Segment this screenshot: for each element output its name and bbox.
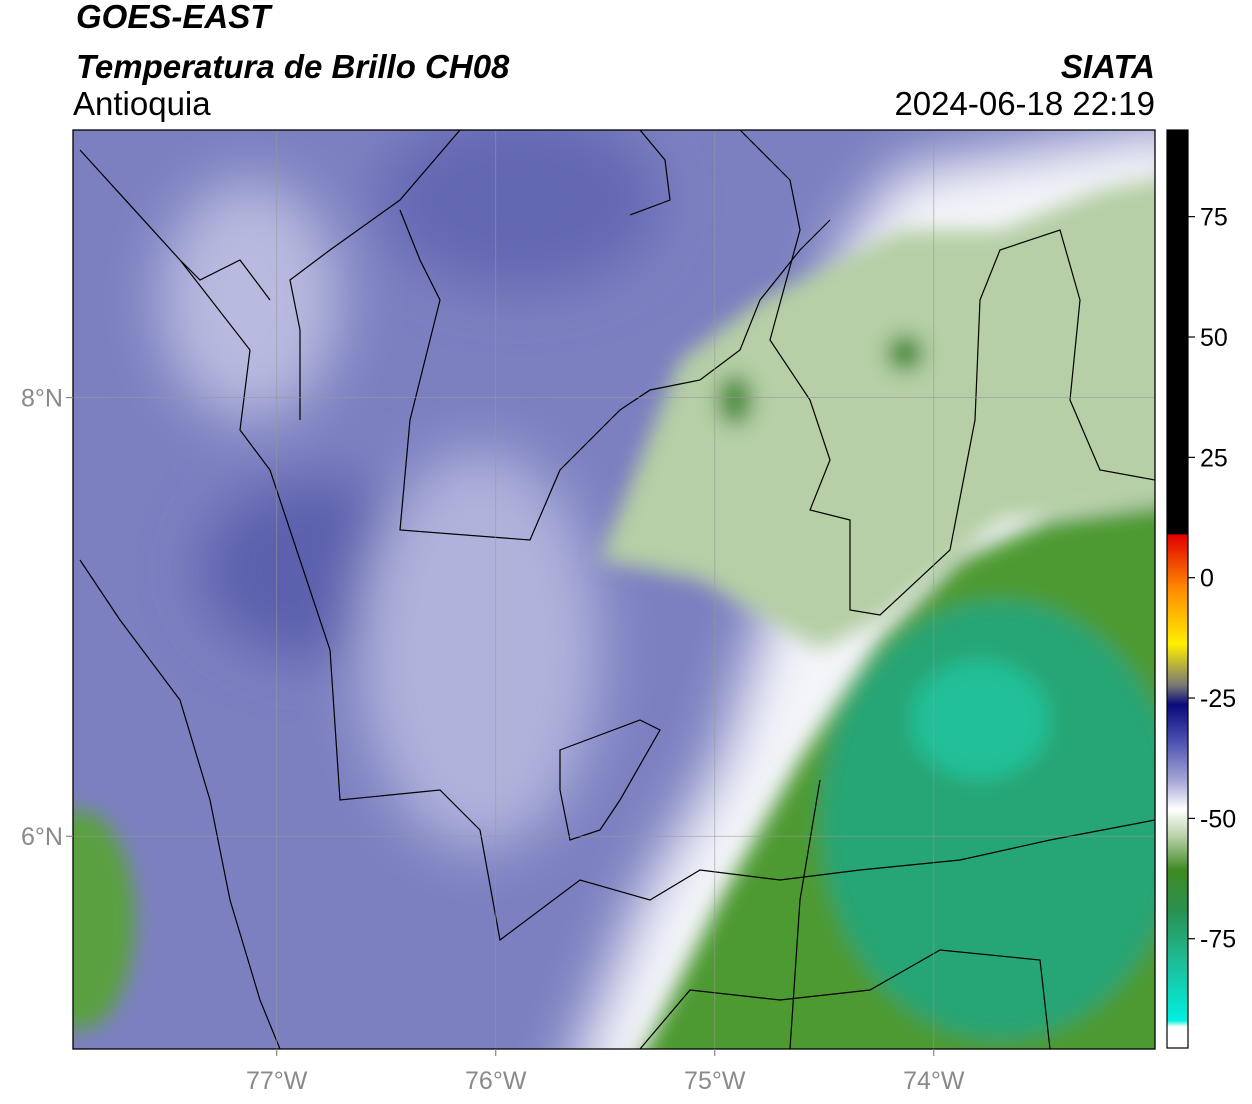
colorbar-tick-label: 25 bbox=[1200, 444, 1228, 472]
colorbar bbox=[1166, 129, 1189, 1049]
title: GOES-EAST bbox=[76, 0, 273, 35]
map-image bbox=[73, 130, 1155, 1049]
colorbar-tick-label: 75 bbox=[1200, 204, 1228, 232]
x-tick-label: 74°W bbox=[903, 1067, 965, 1095]
map-frame bbox=[72, 129, 1156, 1050]
x-tick-label: 75°W bbox=[684, 1067, 746, 1095]
subtitle: Temperatura de Brillo CH08 bbox=[76, 48, 510, 85]
y-tick-label: 8°N bbox=[21, 385, 63, 413]
x-tick-label: 77°W bbox=[246, 1067, 308, 1095]
source: SIATA bbox=[1061, 48, 1155, 85]
colorbar-tick-label: -25 bbox=[1200, 685, 1236, 713]
y-tick-label: 6°N bbox=[21, 823, 63, 851]
colorbar-tick-label: -50 bbox=[1200, 805, 1236, 833]
region: Antioquia bbox=[73, 85, 211, 122]
x-tick-label: 76°W bbox=[465, 1067, 527, 1095]
timestamp: 2024-06-18 22:19 bbox=[894, 85, 1155, 122]
colorbar-tick-label: -75 bbox=[1200, 926, 1236, 954]
colorbar-tick-label: 0 bbox=[1200, 565, 1214, 593]
colorbar-tick-label: 50 bbox=[1200, 324, 1228, 352]
